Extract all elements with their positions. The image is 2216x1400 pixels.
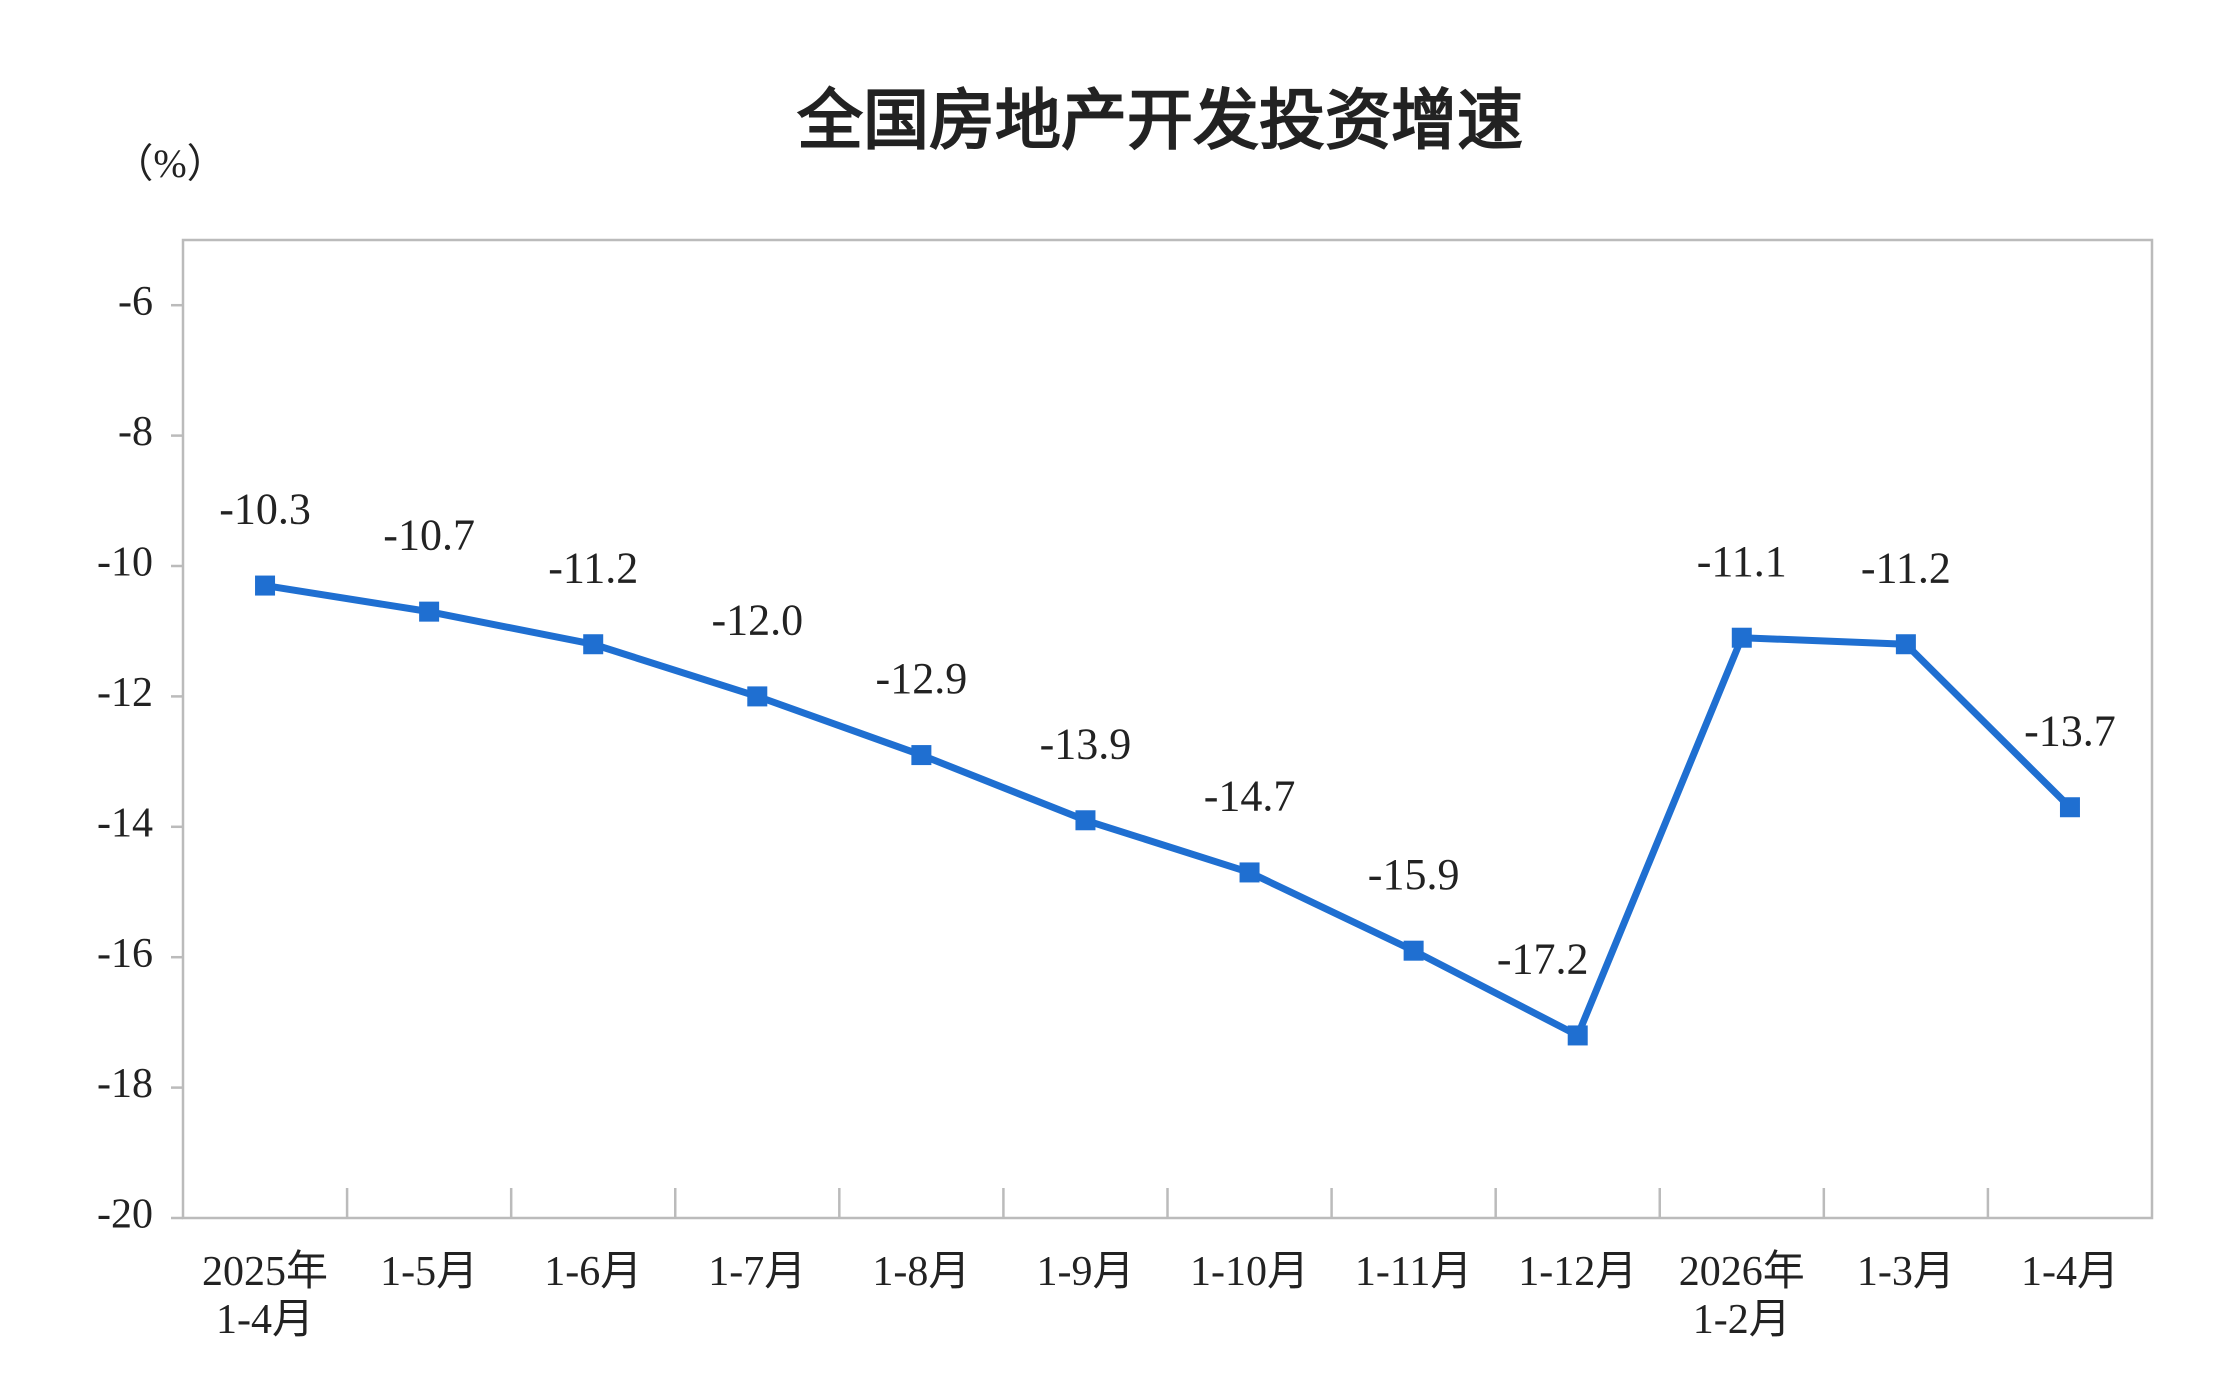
data-label: -14.7 [1204, 772, 1296, 821]
x-tick-label: 1-3月 [1856, 1249, 1955, 1295]
marker [1731, 627, 1752, 648]
marker [1075, 810, 1096, 831]
marker [1239, 862, 1260, 883]
marker [255, 575, 276, 596]
x-tick-label: 1-10月 [1190, 1249, 1310, 1295]
y-tick-label: -14 [97, 800, 153, 846]
y-tick-label: -10 [97, 540, 153, 586]
x-tick-label: 1-4月 [2020, 1249, 2119, 1295]
data-label: -10.3 [219, 485, 311, 534]
data-label: -12.0 [711, 595, 803, 644]
y-tick-label: -18 [97, 1061, 153, 1107]
data-label: -13.7 [2024, 706, 2116, 755]
x-tick-label: 2026年 1-2月 [1678, 1249, 1805, 1343]
data-label: -17.2 [1497, 935, 1589, 984]
x-tick-label: 1-6月 [544, 1249, 643, 1295]
x-tick-label: 1-5月 [380, 1249, 479, 1295]
data-label: -11.1 [1697, 537, 1787, 586]
y-axis-label: （%） [113, 141, 226, 186]
data-label: -12.9 [876, 654, 968, 703]
x-tick-label: 1-11月 [1354, 1249, 1473, 1295]
data-label: -10.7 [383, 511, 475, 560]
chart-title: 全国房地产开发投资增速 [796, 85, 1523, 158]
x-tick-label: 1-8月 [872, 1249, 971, 1295]
y-tick-label: -6 [118, 279, 153, 325]
x-tick-label: 2025年 1-4月 [202, 1249, 329, 1343]
marker [1895, 634, 1916, 655]
x-tick-label: 1-9月 [1036, 1249, 1135, 1295]
y-tick-label: -16 [97, 931, 153, 977]
marker [911, 745, 932, 766]
plot-frame [181, 238, 2154, 1220]
marker [1567, 1025, 1588, 1046]
x-tick-label: 1-12月 [1518, 1249, 1638, 1295]
marker [419, 601, 440, 622]
y-tick-label: -8 [118, 409, 153, 455]
y-tick-label: -20 [97, 1192, 153, 1238]
x-tick-label: 1-7月 [708, 1249, 807, 1295]
data-label: -15.9 [1368, 850, 1460, 899]
marker [583, 634, 604, 655]
data-label: -11.2 [1861, 543, 1951, 592]
marker [2059, 797, 2080, 818]
marker [747, 686, 768, 707]
data-label: -11.2 [548, 543, 638, 592]
marker [1403, 940, 1424, 961]
line [264, 582, 2073, 1039]
data-label: -13.9 [1040, 719, 1132, 768]
y-tick-label: -12 [97, 670, 153, 716]
